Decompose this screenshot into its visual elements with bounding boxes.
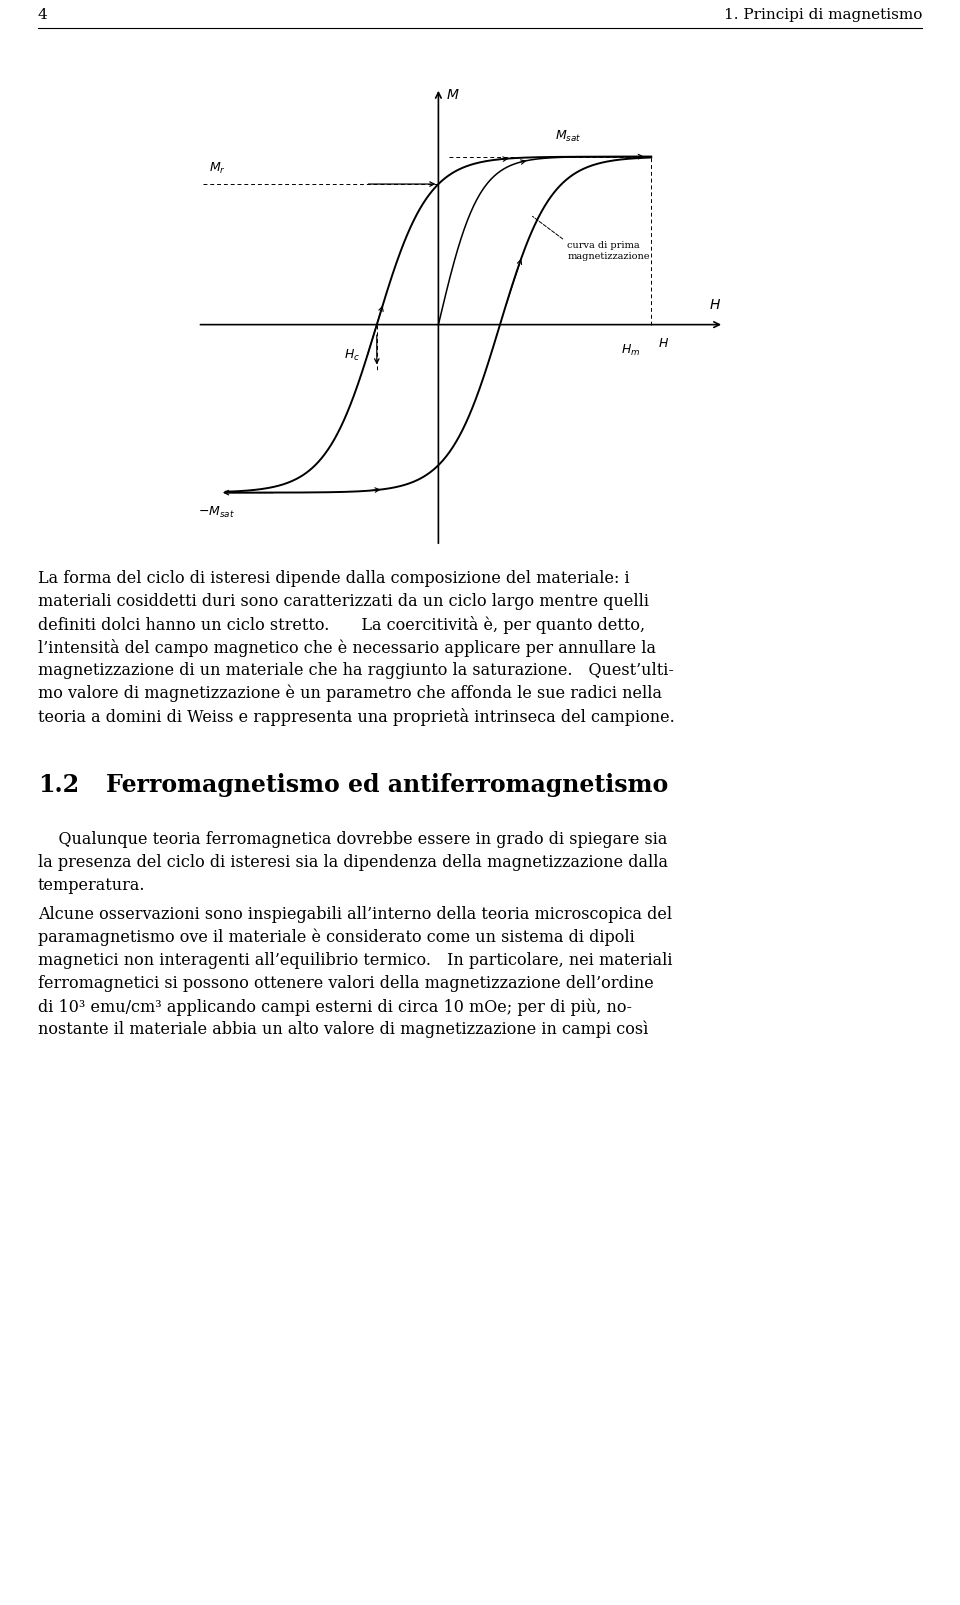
Text: $M_r$: $M_r$	[208, 162, 226, 177]
Text: $M$: $M$	[446, 88, 460, 101]
Text: la presenza del ciclo di isteresi sia la dipendenza della magnetizzazione dalla: la presenza del ciclo di isteresi sia la…	[38, 854, 668, 872]
Text: 4: 4	[38, 8, 48, 22]
Text: ferromagnetici si possono ottenere valori della magnetizzazione dell’ordine: ferromagnetici si possono ottenere valor…	[38, 974, 654, 992]
Text: Qualunque teoria ferromagnetica dovrebbe essere in grado di spiegare sia: Qualunque teoria ferromagnetica dovrebbe…	[38, 831, 667, 847]
Text: curva di prima
magnetizzazione: curva di prima magnetizzazione	[567, 241, 650, 262]
Text: $-M_{sat}$: $-M_{sat}$	[198, 506, 234, 520]
Text: Ferromagnetismo ed antiferromagnetismo: Ferromagnetismo ed antiferromagnetismo	[106, 774, 668, 798]
Text: materiali cosiddetti duri sono caratterizzati da un ciclo largo mentre quelli: materiali cosiddetti duri sono caratteri…	[38, 592, 649, 610]
Text: $M_{sat}$: $M_{sat}$	[556, 130, 582, 144]
Text: temperatura.: temperatura.	[38, 876, 146, 894]
Text: paramagnetismo ove il materiale è considerato come un sistema di dipoli: paramagnetismo ove il materiale è consid…	[38, 929, 635, 947]
Text: 1.2: 1.2	[38, 774, 79, 798]
Text: di 10³ emu/cm³ applicando campi esterni di circa 10 mOe; per di più, no-: di 10³ emu/cm³ applicando campi esterni …	[38, 998, 632, 1016]
Text: mo valore di magnetizzazione è un parametro che affonda le sue radici nella: mo valore di magnetizzazione è un parame…	[38, 685, 662, 703]
Text: 1. Principi di magnetismo: 1. Principi di magnetismo	[724, 8, 922, 22]
Text: La forma del ciclo di isteresi dipende dalla composizione del materiale: i: La forma del ciclo di isteresi dipende d…	[38, 570, 630, 587]
Text: Figura 1.1:: Figura 1.1:	[433, 515, 527, 530]
Text: nostante il materiale abbia un alto valore di magnetizzazione in campi così: nostante il materiale abbia un alto valo…	[38, 1021, 648, 1038]
Text: $H$: $H$	[708, 299, 721, 313]
Text: $H_m$: $H_m$	[621, 343, 640, 358]
Text: definiti dolci hanno un ciclo stretto.  La coercitività è, per quanto detto,: definiti dolci hanno un ciclo stretto. L…	[38, 616, 645, 634]
Text: $H_c$: $H_c$	[344, 348, 360, 363]
Text: magnetici non interagenti all’equilibrio termico. In particolare, nei materiali: magnetici non interagenti all’equilibrio…	[38, 952, 673, 969]
Text: Ciclo di isteresi.: Ciclo di isteresi.	[538, 515, 668, 530]
Text: magnetizzazione di un materiale che ha raggiunto la saturazione. Quest’ulti-: magnetizzazione di un materiale che ha r…	[38, 661, 674, 679]
Text: l’intensità del campo magnetico che è necessario applicare per annullare la: l’intensità del campo magnetico che è ne…	[38, 639, 656, 656]
Text: teoria a domini di Weiss e rappresenta una proprietà intrinseca del campione.: teoria a domini di Weiss e rappresenta u…	[38, 708, 675, 725]
Text: Alcune osservazioni sono inspiegabili all’interno della teoria microscopica del: Alcune osservazioni sono inspiegabili al…	[38, 905, 672, 923]
Text: $H$: $H$	[658, 337, 669, 350]
